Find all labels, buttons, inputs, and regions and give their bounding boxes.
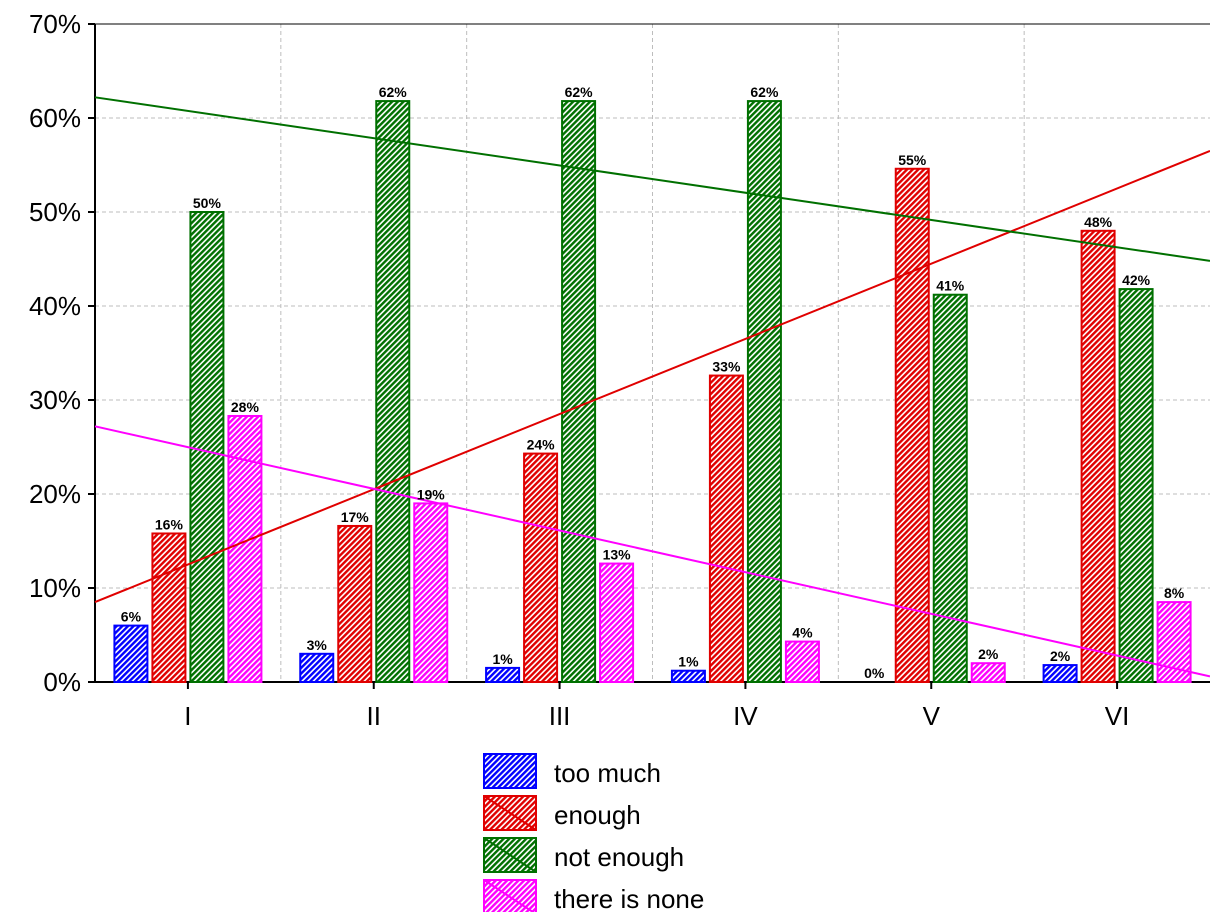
data-label-enough-VI: 48% (1084, 214, 1113, 230)
legend-label: too much (554, 758, 661, 788)
trend-line-there-is-none (94, 425, 1210, 678)
bar-there-is-none-V (970, 662, 1006, 684)
data-label-not-enough-II: 62% (379, 84, 408, 100)
data-label-there-is-none-II: 19% (417, 486, 446, 502)
bar-there-is-none-IV (784, 640, 820, 684)
data-labels: 6% 16% 50% 28% 3% 17% 62% 19% 1% 24% 62% 13% 1% 33% 62… (121, 84, 1185, 681)
bar-too-much-VI (1042, 664, 1078, 684)
data-label-too-much-IV: 1% (678, 654, 699, 670)
data-label-not-enough-V: 41% (936, 278, 965, 294)
data-label-there-is-none-V: 2% (978, 646, 999, 662)
bar-enough-II (337, 524, 373, 684)
data-label-enough-III: 24% (527, 437, 556, 453)
legend-label: there is none (554, 884, 704, 912)
data-label-not-enough-I: 50% (193, 195, 222, 211)
bar-too-much-II (299, 652, 335, 683)
legend-item-there-is-none: there is none (483, 879, 704, 912)
y-tick-label: 50% (29, 197, 81, 227)
x-tick-label: III (549, 701, 571, 731)
legend-line-sample (483, 879, 535, 912)
bar-not-enough-VI (1118, 288, 1154, 683)
legend-line-sample (483, 795, 537, 831)
x-tick-label: V (923, 701, 941, 731)
trend-line-enough (94, 149, 1210, 604)
data-label-too-much-VI: 2% (1050, 648, 1071, 664)
data-label-enough-II: 17% (341, 509, 370, 525)
x-tick-label: II (367, 701, 381, 731)
legend-label: enough (554, 800, 641, 830)
y-tick-label: 20% (29, 479, 81, 509)
bar-there-is-none-I (227, 414, 263, 683)
data-label-enough-I: 16% (155, 516, 184, 532)
y-tick-label: 70% (29, 9, 81, 39)
bar-not-enough-IV (746, 100, 782, 683)
legend-item-too-much: too much (483, 753, 661, 789)
data-label-enough-IV: 33% (712, 359, 741, 375)
bar-too-much-I (113, 624, 149, 683)
legend-label: not enough (554, 842, 684, 872)
bar-not-enough-II (375, 100, 411, 683)
x-tick-label: VI (1105, 701, 1130, 731)
x-axis-ticks: I II III IV V VI (184, 682, 1129, 731)
grid (95, 24, 1210, 682)
trend-lines (94, 96, 1210, 678)
legend-item-not-enough: not enough (483, 837, 684, 873)
bar-not-enough-III (561, 100, 597, 683)
bar-not-enough-V (932, 293, 968, 683)
y-tick-label: 0% (43, 667, 81, 697)
bar-enough-V (894, 167, 930, 683)
y-tick-label: 60% (29, 103, 81, 133)
y-tick-label: 10% (29, 573, 81, 603)
data-label-there-is-none-I: 28% (231, 399, 260, 415)
data-label-not-enough-IV: 62% (750, 84, 779, 100)
data-label-not-enough-III: 62% (565, 84, 594, 100)
x-tick-label: I (184, 701, 191, 731)
bar-too-much-III (485, 666, 521, 684)
data-label-there-is-none-III: 13% (603, 547, 632, 563)
bar-enough-I (151, 532, 187, 683)
bar-there-is-none-III (599, 562, 635, 683)
plot-frame (94, 23, 1210, 683)
bars (113, 100, 1192, 684)
bar-enough-III (523, 452, 559, 683)
data-label-enough-V: 55% (898, 152, 927, 168)
bar-not-enough-I (189, 211, 225, 683)
trend-line-not-enough (94, 96, 1210, 262)
y-tick-label: 30% (29, 385, 81, 415)
data-label-too-much-III: 1% (492, 651, 513, 667)
legend: too much enough not enough there is none (483, 753, 704, 912)
legend-item-enough: enough (483, 795, 641, 831)
bar-enough-IV (708, 374, 744, 683)
legend-line-sample (483, 837, 537, 873)
data-label-not-enough-VI: 42% (1122, 272, 1151, 288)
legend-swatch (483, 753, 537, 789)
y-axis-ticks: 0% 10% 20% 30% 40% 50% 60% 70% (29, 9, 95, 697)
bar-enough-VI (1080, 229, 1116, 684)
data-label-too-much-I: 6% (121, 609, 142, 625)
bar-too-much-IV (670, 669, 706, 683)
y-tick-label: 40% (29, 291, 81, 321)
data-label-too-much-II: 3% (307, 637, 328, 653)
x-tick-label: IV (733, 701, 758, 731)
data-label-there-is-none-VI: 8% (1164, 585, 1185, 601)
bar-there-is-none-II (413, 502, 449, 683)
data-label-there-is-none-IV: 4% (792, 625, 813, 641)
data-label-too-much-V: 0% (864, 665, 885, 681)
